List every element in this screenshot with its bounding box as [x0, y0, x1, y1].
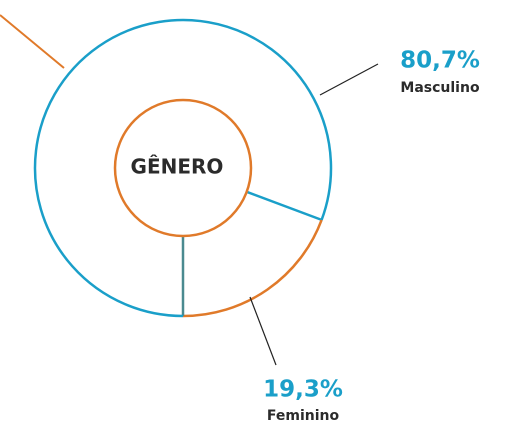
slice-arc — [33, 18, 333, 318]
slice-divider — [246, 190, 323, 222]
center-title: GÊNERO — [131, 155, 224, 179]
category-label: Feminino — [267, 408, 340, 424]
inner-ring — [113, 98, 253, 238]
category-label: Masculino — [400, 80, 480, 96]
leader-line — [319, 63, 379, 96]
leader-line — [249, 296, 277, 366]
slice-arc — [182, 219, 323, 318]
decor-line — [0, 14, 65, 69]
value-label: 19,3% — [263, 377, 343, 403]
value-label: 80,7% — [400, 48, 480, 74]
